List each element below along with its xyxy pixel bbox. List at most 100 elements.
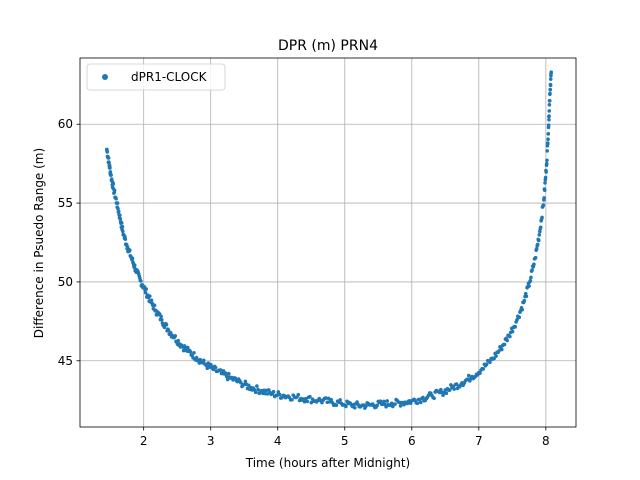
data-point xyxy=(488,360,492,365)
data-point xyxy=(398,404,403,408)
axes-frame xyxy=(79,57,577,428)
data-point xyxy=(246,383,251,388)
data-point xyxy=(176,338,181,343)
data-point xyxy=(382,399,386,404)
data-point xyxy=(114,196,118,201)
data-point xyxy=(421,395,425,400)
data-point xyxy=(123,237,128,241)
data-point xyxy=(494,354,498,358)
data-point xyxy=(353,405,357,410)
data-point xyxy=(514,320,518,324)
data-point xyxy=(117,216,122,220)
x-axis-ticks: 2 3 4 5 6 7 8 xyxy=(140,427,550,448)
data-point xyxy=(532,262,536,267)
data-point xyxy=(417,397,422,402)
data-point xyxy=(548,91,552,96)
legend-box xyxy=(86,63,226,91)
x-tick-label: 5 xyxy=(341,434,349,448)
data-point xyxy=(109,173,113,177)
data-point xyxy=(540,215,544,220)
data-point xyxy=(320,400,324,405)
data-point xyxy=(210,365,214,369)
data-point xyxy=(546,123,551,127)
data-point xyxy=(159,314,163,319)
data-point xyxy=(513,325,518,329)
data-point xyxy=(502,342,507,347)
data-point xyxy=(543,181,547,185)
chart-title: DPR (m) PRN4 xyxy=(278,38,378,54)
data-point xyxy=(225,377,230,382)
data-point xyxy=(545,158,549,163)
data-point xyxy=(237,378,242,383)
x-tick-label: 8 xyxy=(542,434,550,448)
data-point xyxy=(536,238,541,243)
scatter-points xyxy=(105,70,553,410)
data-point xyxy=(213,365,218,370)
data-point xyxy=(466,373,471,378)
data-point xyxy=(115,201,120,205)
data-point xyxy=(324,396,328,400)
data-point xyxy=(138,276,142,280)
data-point xyxy=(546,137,550,142)
data-point xyxy=(432,396,436,401)
x-tick-label: 3 xyxy=(207,434,215,448)
data-point xyxy=(108,166,112,170)
data-point xyxy=(408,401,413,405)
data-point xyxy=(119,221,124,225)
x-tick-label: 6 xyxy=(408,434,416,448)
data-point xyxy=(130,256,135,261)
data-point xyxy=(124,242,129,247)
data-point xyxy=(538,229,542,234)
x-axis-label: Time (hours after Midnight) xyxy=(245,456,410,470)
data-point xyxy=(192,351,196,355)
data-point xyxy=(255,384,259,388)
data-point xyxy=(224,374,229,379)
data-point xyxy=(547,117,551,122)
data-point xyxy=(498,344,502,349)
data-point xyxy=(548,83,553,88)
data-point xyxy=(110,185,115,190)
data-point xyxy=(269,392,273,397)
data-point xyxy=(439,387,443,392)
data-point xyxy=(544,161,549,166)
data-point xyxy=(528,278,533,283)
data-point xyxy=(309,400,314,405)
data-point xyxy=(447,388,452,392)
data-point xyxy=(334,403,339,408)
data-point xyxy=(185,345,190,350)
y-tick-label: 50 xyxy=(58,275,73,289)
data-point xyxy=(106,156,111,160)
data-point xyxy=(538,225,543,230)
data-point xyxy=(128,248,132,252)
data-point xyxy=(418,400,423,405)
data-point xyxy=(118,213,122,217)
data-point xyxy=(508,334,512,339)
data-point xyxy=(522,298,527,303)
y-tick-label: 55 xyxy=(58,196,73,210)
data-point xyxy=(484,362,489,367)
data-point xyxy=(166,328,171,332)
data-point xyxy=(149,298,154,303)
data-point xyxy=(505,338,509,343)
grid xyxy=(80,58,576,427)
data-point xyxy=(338,398,342,402)
data-point xyxy=(548,77,553,81)
data-point xyxy=(329,397,334,402)
data-point xyxy=(116,206,120,211)
data-point xyxy=(428,391,433,395)
x-tick-label: 4 xyxy=(274,434,282,448)
data-point xyxy=(201,358,206,363)
data-point xyxy=(258,389,263,393)
data-point xyxy=(243,379,248,384)
legend: dPR1-CLOCK xyxy=(86,63,226,91)
data-point xyxy=(520,307,525,312)
y-axis-ticks: 45 50 55 60 xyxy=(58,117,80,368)
data-point xyxy=(116,209,121,214)
data-point xyxy=(144,287,149,291)
data-point xyxy=(108,170,113,174)
data-point xyxy=(547,109,552,113)
data-point xyxy=(524,294,529,299)
data-point xyxy=(121,229,125,234)
data-point xyxy=(534,247,539,251)
data-point xyxy=(533,255,538,260)
